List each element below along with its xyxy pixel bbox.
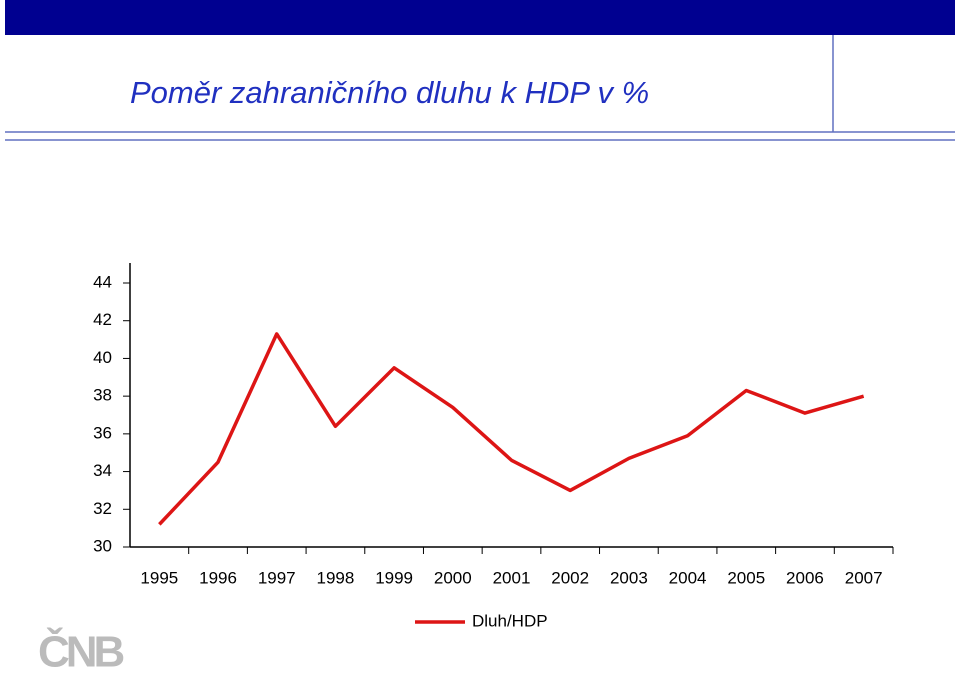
data-line: [158, 332, 865, 526]
y-tick-label: 40: [93, 348, 112, 367]
x-tick-label: 2001: [493, 568, 531, 587]
y-tick-label: 30: [93, 536, 112, 555]
x-tick-label: 1996: [199, 568, 237, 587]
y-tick-label: 36: [93, 423, 112, 442]
header-bar: [5, 0, 955, 35]
x-tick-label: 1995: [140, 568, 178, 587]
chart-title: Poměr zahraničního dluhu k HDP v %: [130, 75, 649, 110]
x-tick-label: 2005: [727, 568, 765, 587]
x-tick-label: 1997: [258, 568, 296, 587]
y-tick-label: 38: [93, 386, 112, 405]
x-tick-label: 2006: [786, 568, 824, 587]
x-tick-label: 2000: [434, 568, 472, 587]
x-tick-label: 1998: [317, 568, 355, 587]
x-tick-label: 1999: [375, 568, 413, 587]
x-tick-label: 2004: [669, 568, 707, 587]
x-tick-label: 2007: [845, 568, 883, 587]
y-tick-label: 34: [93, 461, 112, 480]
y-tick-label: 32: [93, 499, 112, 518]
legend-label: Dluh/HDP: [472, 611, 548, 630]
x-tick-label: 2003: [610, 568, 648, 587]
x-tick-label: 2002: [551, 568, 589, 587]
logo: ČNB: [38, 626, 124, 677]
y-tick-label: 42: [93, 310, 112, 329]
y-tick-label: 44: [93, 272, 112, 291]
